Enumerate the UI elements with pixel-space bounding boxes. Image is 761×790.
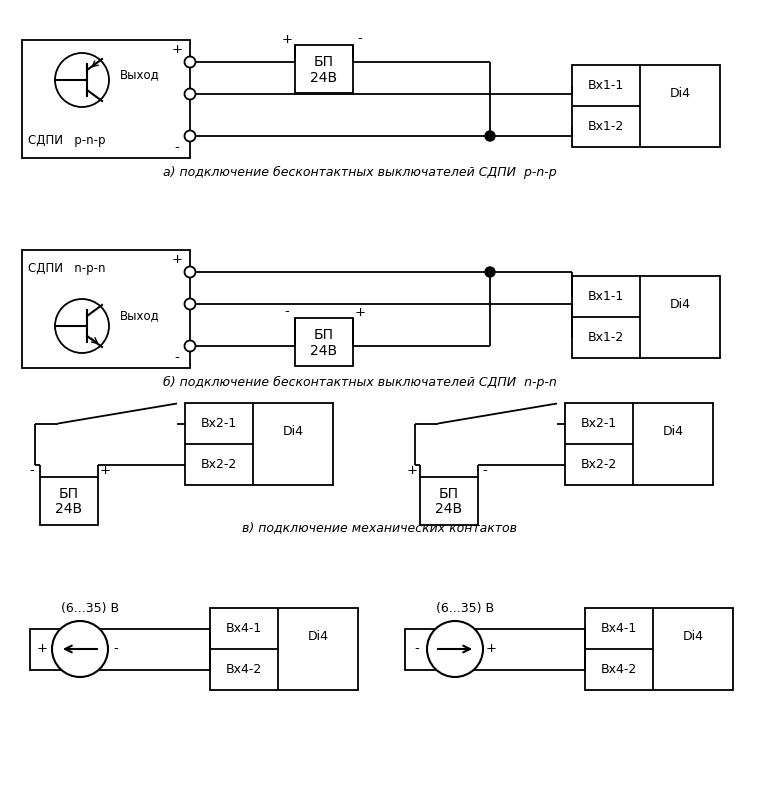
Text: Вх1-2: Вх1-2 xyxy=(588,331,624,344)
Text: 24В: 24В xyxy=(310,344,338,358)
Circle shape xyxy=(184,299,196,310)
Text: +: + xyxy=(486,642,496,656)
Text: Вх1-1: Вх1-1 xyxy=(588,290,624,303)
Circle shape xyxy=(427,621,483,677)
Text: Вх1-1: Вх1-1 xyxy=(588,79,624,92)
Text: Di4: Di4 xyxy=(670,298,690,311)
Text: СДПИ   n-p-n: СДПИ n-p-n xyxy=(28,261,106,274)
Text: Di4: Di4 xyxy=(282,425,304,438)
Text: -: - xyxy=(358,32,362,46)
Text: Вх2-2: Вх2-2 xyxy=(201,458,237,471)
Text: +: + xyxy=(100,464,110,477)
Text: +: + xyxy=(171,253,183,265)
Text: (6...35) В: (6...35) В xyxy=(61,602,119,615)
Text: Вх2-1: Вх2-1 xyxy=(581,417,617,430)
Bar xyxy=(295,318,353,366)
Circle shape xyxy=(184,88,196,100)
Text: (6...35) В: (6...35) В xyxy=(436,602,494,615)
Bar xyxy=(585,608,733,690)
Circle shape xyxy=(184,266,196,277)
Circle shape xyxy=(52,621,108,677)
Text: Вх4-2: Вх4-2 xyxy=(226,663,262,676)
Text: Выход: Выход xyxy=(120,69,160,81)
Text: 24В: 24В xyxy=(310,70,338,85)
Text: БП: БП xyxy=(314,329,334,342)
Text: СДПИ   p-n-p: СДПИ p-n-p xyxy=(28,134,106,146)
Circle shape xyxy=(485,131,495,141)
Bar xyxy=(572,65,720,147)
Bar xyxy=(210,608,358,690)
Text: Di4: Di4 xyxy=(683,630,703,643)
Bar xyxy=(40,476,98,525)
Text: Выход: Выход xyxy=(120,310,160,322)
Text: БП: БП xyxy=(314,55,334,70)
Text: Вх4-2: Вх4-2 xyxy=(601,663,637,676)
Bar xyxy=(565,403,713,485)
Text: +: + xyxy=(171,43,183,55)
Text: Di4: Di4 xyxy=(670,87,690,100)
Circle shape xyxy=(184,340,196,352)
Circle shape xyxy=(485,267,495,277)
Bar xyxy=(420,476,478,525)
Text: Вх4-1: Вх4-1 xyxy=(601,622,637,635)
Text: Вх2-2: Вх2-2 xyxy=(581,458,617,471)
Bar xyxy=(22,40,190,158)
Text: +: + xyxy=(406,464,418,477)
Bar xyxy=(22,250,190,368)
Text: 24В: 24В xyxy=(435,502,463,516)
Text: -: - xyxy=(174,141,180,155)
Text: б) подключение бесконтактных выключателей СДПИ  n-p-n: б) подключение бесконтактных выключателе… xyxy=(163,375,557,389)
Text: а) подключение бесконтактных выключателей СДПИ  p-n-p: а) подключение бесконтактных выключателе… xyxy=(163,165,557,179)
Bar xyxy=(295,45,353,93)
Bar xyxy=(572,276,720,358)
Text: -: - xyxy=(482,464,487,477)
Circle shape xyxy=(184,130,196,141)
Text: Вх2-1: Вх2-1 xyxy=(201,417,237,430)
Bar xyxy=(30,629,210,669)
Circle shape xyxy=(55,53,109,107)
Text: -: - xyxy=(113,642,119,656)
Circle shape xyxy=(184,57,196,67)
Text: 24В: 24В xyxy=(56,502,82,516)
Text: Di4: Di4 xyxy=(663,425,683,438)
Text: Вх4-1: Вх4-1 xyxy=(226,622,262,635)
Text: -: - xyxy=(174,352,180,364)
Text: БП: БП xyxy=(59,487,79,501)
Text: -: - xyxy=(30,464,34,477)
Bar xyxy=(405,629,585,669)
Bar xyxy=(185,403,333,485)
Text: +: + xyxy=(355,306,365,318)
Text: БП: БП xyxy=(439,487,459,501)
Text: +: + xyxy=(37,642,47,656)
Text: в) подключение механических контактов: в) подключение механических контактов xyxy=(243,521,517,535)
Circle shape xyxy=(55,299,109,353)
Text: +: + xyxy=(282,32,292,46)
Text: -: - xyxy=(415,642,419,656)
Text: Di4: Di4 xyxy=(307,630,329,643)
Text: Вх1-2: Вх1-2 xyxy=(588,120,624,133)
Text: -: - xyxy=(285,306,289,318)
